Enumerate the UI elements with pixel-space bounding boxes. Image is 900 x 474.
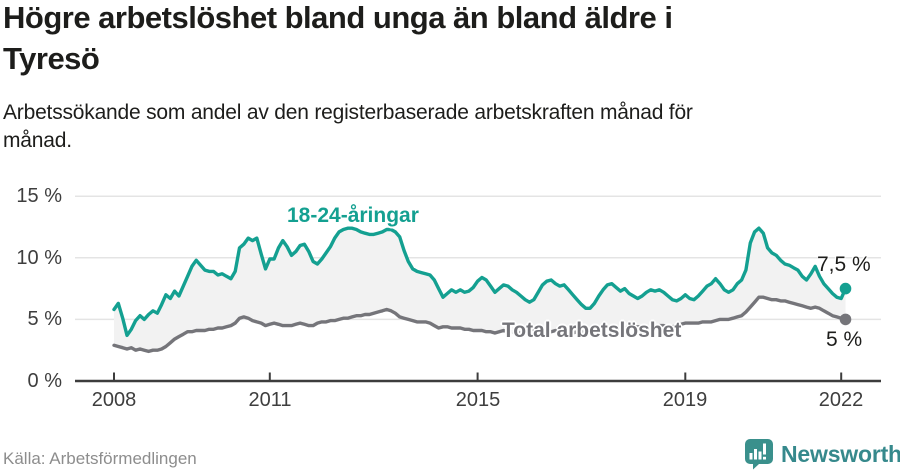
youth-end-value-label: 7,5 %	[817, 253, 871, 276]
total-unemployment-line	[112, 295, 848, 354]
source-attribution: Källa: Arbetsförmedlingen	[3, 449, 197, 468]
y-tick-label-0: 0 %	[27, 370, 62, 392]
x-tick-label-2011: 2011	[248, 389, 292, 411]
x-axis	[75, 372, 881, 383]
chart-subtitle-line-2: månad.	[3, 129, 72, 152]
total-series-end-dot	[839, 313, 852, 326]
youth-series-label: 18-24-åringar	[287, 204, 419, 227]
x-tick-label-2008: 2008	[91, 389, 137, 411]
y-tick-label-10: 10 %	[16, 247, 62, 269]
youth-series-end-dot	[839, 282, 852, 295]
newsworthy-bubble-chart-icon	[745, 439, 773, 470]
x-tick-label-2019: 2019	[662, 389, 708, 411]
youth-unemployment-line	[112, 226, 848, 338]
y-tick-label-5: 5 %	[27, 308, 62, 330]
newsworthy-logo: Newsworthy	[744, 438, 900, 470]
x-tick-label-2022: 2022	[818, 389, 864, 411]
area-fill-between-series	[114, 228, 846, 352]
page-title-line-1: Högre arbetslöshet bland unga än bland ä…	[3, 0, 673, 35]
chart-subtitle-line-1: Arbetssökande som andel av den registerb…	[3, 101, 693, 124]
icon-bar-2	[754, 449, 757, 460]
x-tick-label-2015: 2015	[455, 389, 501, 411]
icon-bar-1	[749, 453, 753, 460]
total-end-value-label: 5 %	[826, 328, 863, 351]
icon-exclamation-bar	[763, 443, 766, 455]
brand-wordmark: Newsworthy	[781, 440, 900, 467]
y-tick-label-15: 15 %	[16, 185, 62, 207]
page-title-line-2: Tyresö	[3, 41, 100, 76]
icon-exclamation-dot	[763, 456, 766, 460]
total-series-label: Total arbetslöshet	[502, 319, 682, 342]
icon-bar-3	[758, 451, 762, 460]
